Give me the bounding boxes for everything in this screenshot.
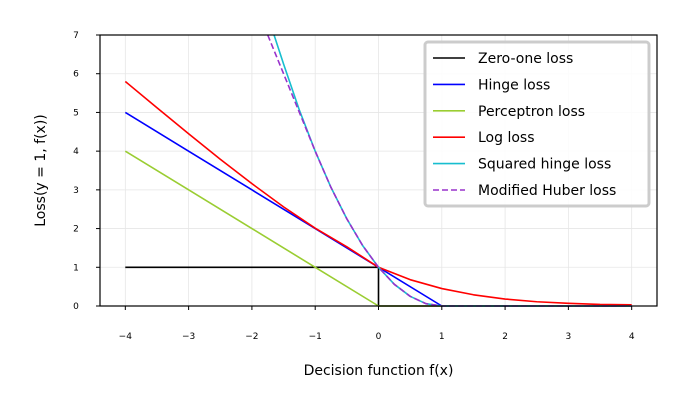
y-axis-label: Loss(y = 1, f(x)) xyxy=(33,114,49,227)
legend-box xyxy=(423,40,651,208)
x-tick-label: 3 xyxy=(566,332,572,342)
series-line-zero-one-loss xyxy=(125,266,632,307)
legend-label: Squared hinge loss xyxy=(478,157,611,173)
y-tick-label: 6 xyxy=(73,70,79,80)
x-tick-label: 1 xyxy=(439,332,445,342)
x-tick-label: −4 xyxy=(119,332,133,342)
legend-label: Modified Huber loss xyxy=(478,183,616,199)
series-line-modified-huber-loss xyxy=(266,34,632,307)
y-tick-label: 2 xyxy=(73,225,79,235)
y-tick-label: 4 xyxy=(73,147,79,157)
legend-label: Hinge loss xyxy=(478,77,550,93)
legend-label: Perceptron loss xyxy=(478,104,585,120)
legend-label: Zero-one loss xyxy=(478,51,573,67)
x-axis-label: Decision function f(x) xyxy=(304,363,454,379)
y-tick-label: 7 xyxy=(73,31,79,41)
legend: Zero-one loss Hinge loss Perceptron loss Lo… xyxy=(423,40,651,208)
x-tick-label: −3 xyxy=(182,332,195,342)
x-tick-label: 4 xyxy=(629,332,635,342)
x-tick-label: 0 xyxy=(376,332,382,342)
y-tick-label: 3 xyxy=(73,186,79,196)
y-tick-label: 0 xyxy=(73,302,79,312)
y-tick-label: 1 xyxy=(73,263,79,273)
y-axis-ticks: 0 1 2 3 4 5 6 7 xyxy=(73,31,100,312)
legend-label: Log loss xyxy=(478,130,535,146)
y-tick-label: 5 xyxy=(73,108,79,118)
x-tick-label: 2 xyxy=(502,332,508,342)
x-axis-ticks: −4 −3 −2 −1 0 1 2 3 4 xyxy=(119,306,635,342)
x-tick-label: −1 xyxy=(309,332,322,342)
x-tick-label: −2 xyxy=(245,332,258,342)
